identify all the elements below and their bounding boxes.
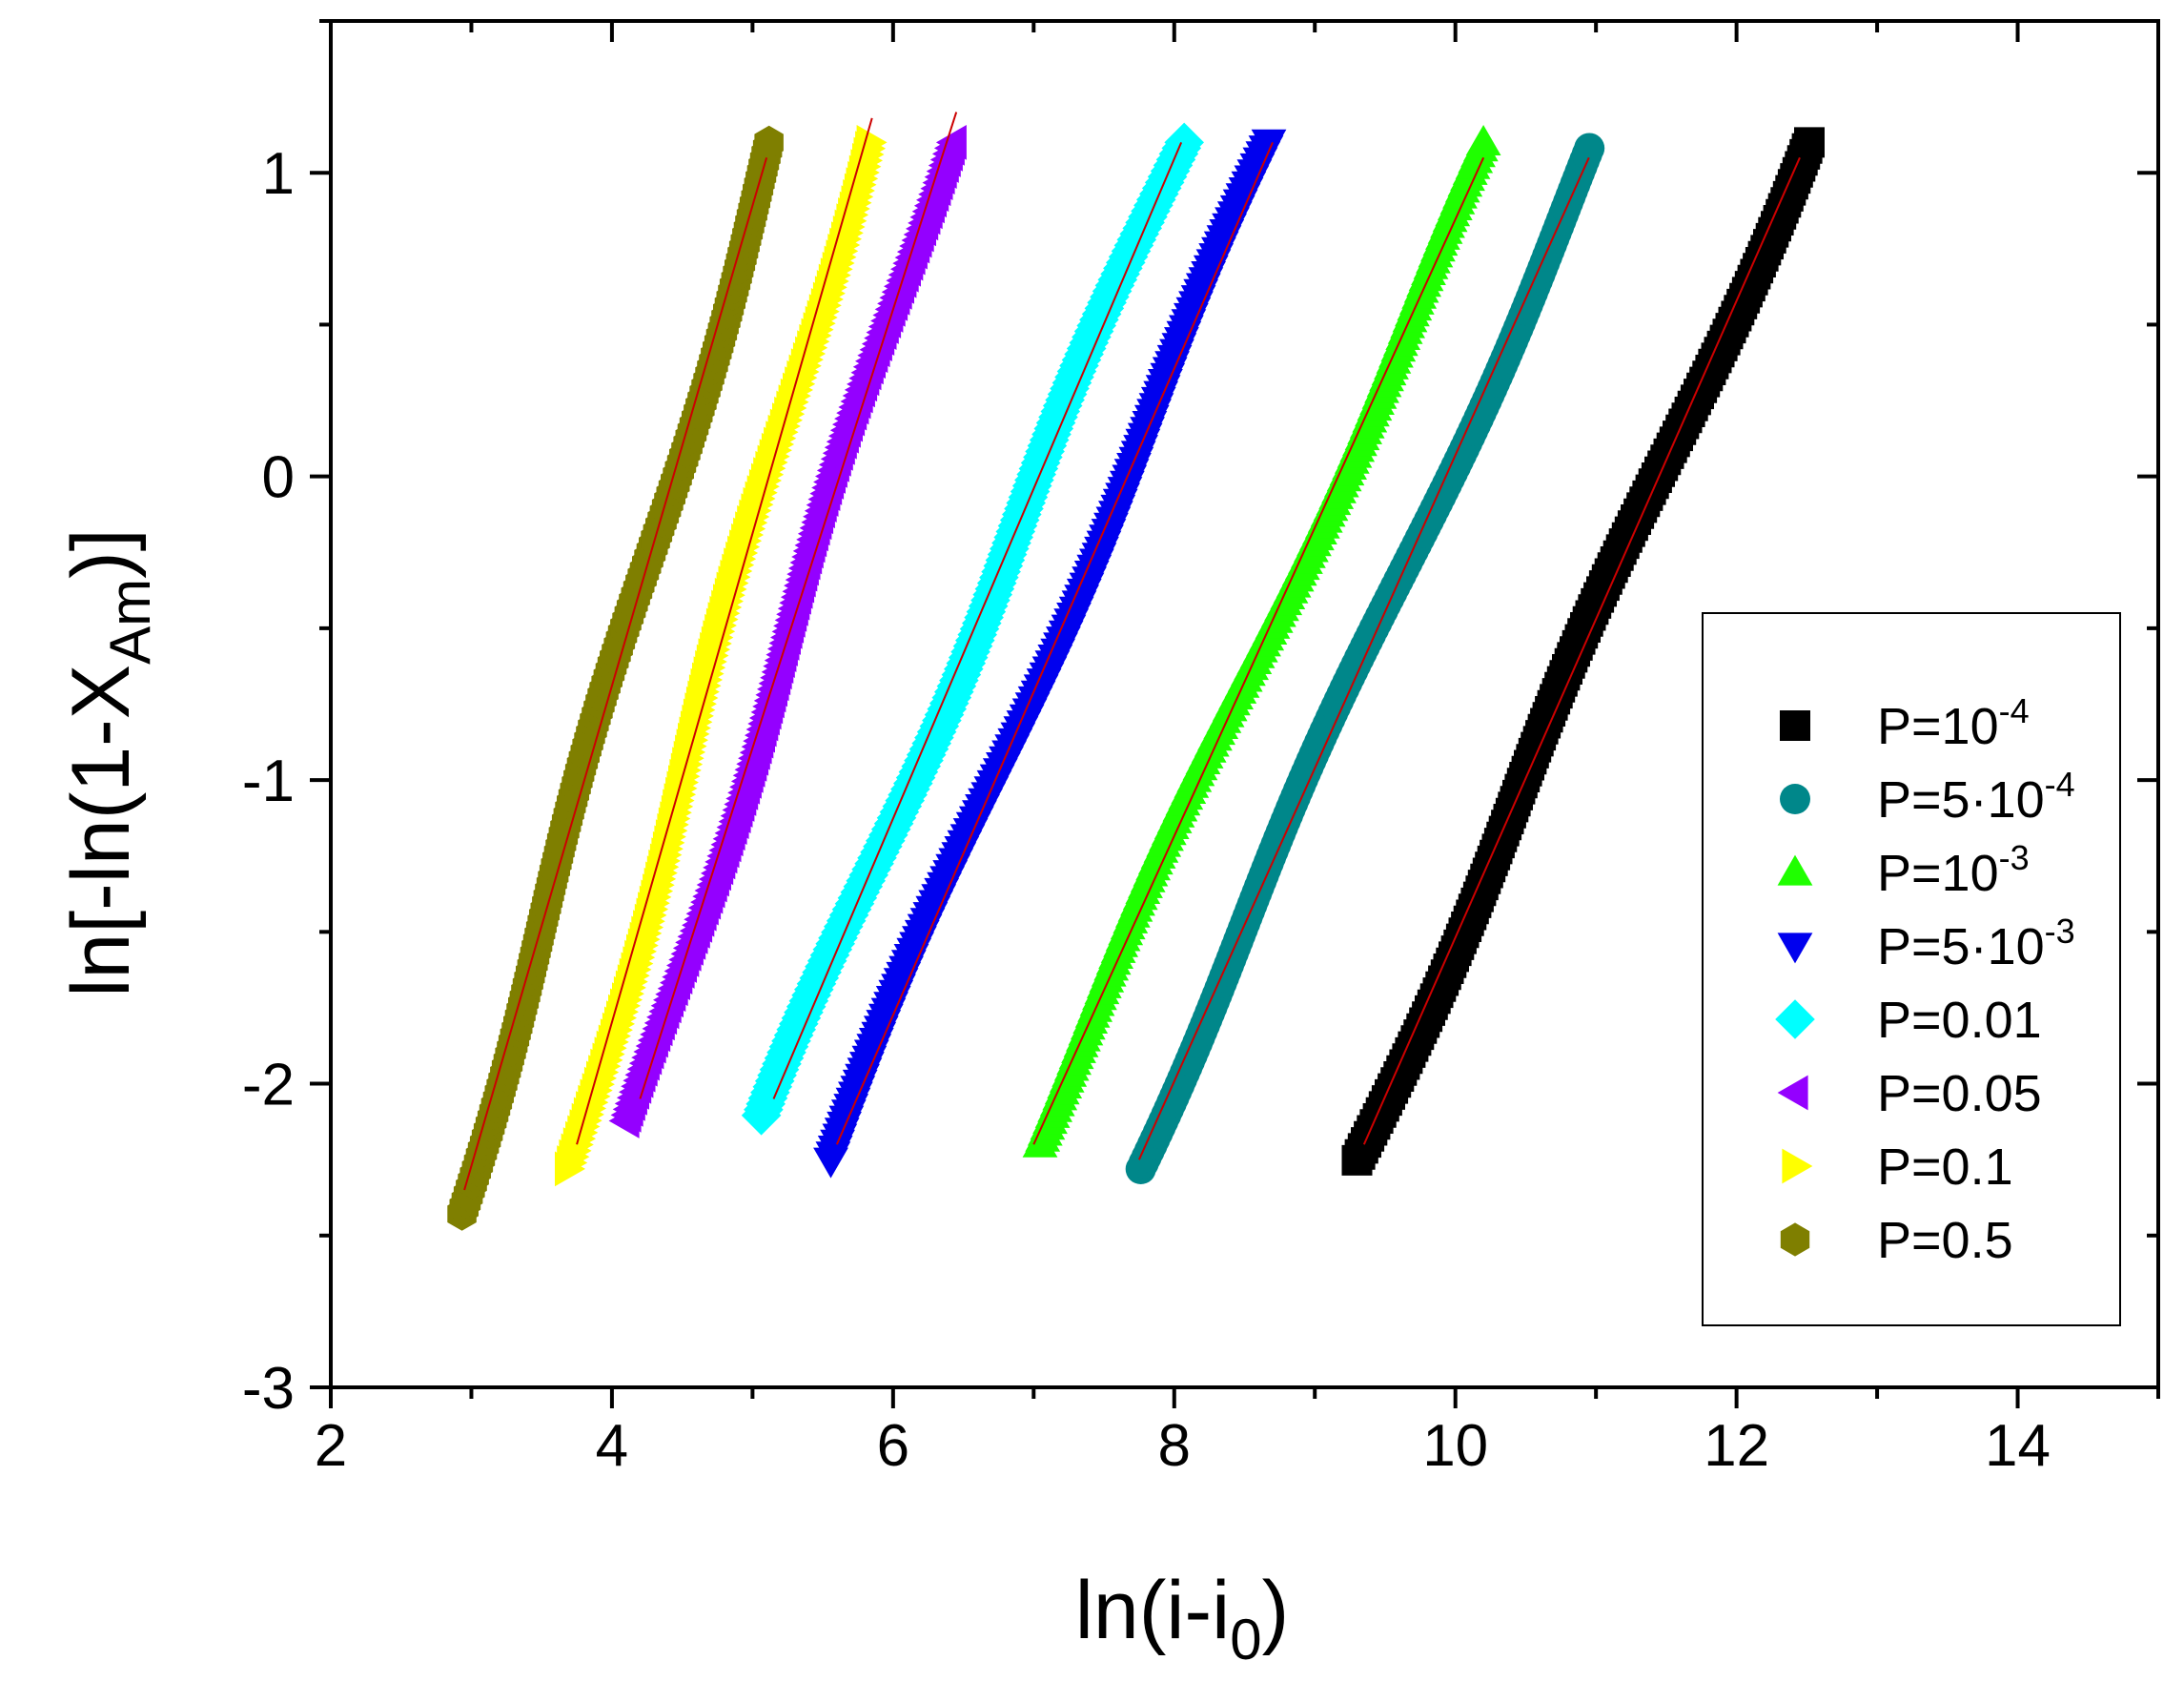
fit-line-0 xyxy=(1362,156,1801,1145)
series-6 xyxy=(555,125,888,1187)
data-point xyxy=(1164,122,1204,163)
series-layer xyxy=(447,122,1825,1231)
fit-line-4 xyxy=(772,141,1183,1099)
legend-marker xyxy=(1777,854,1813,886)
fit-line-5 xyxy=(639,112,958,1099)
legend: P=10-4 P=5·10-4 P=10-3 P=5·10-3 P=0.01 P=0.05… xyxy=(1702,612,2121,1326)
legend-item: P=5·10-3 xyxy=(1777,912,2075,975)
legend-label: P=10-3 xyxy=(1877,838,2030,902)
legend-marker xyxy=(1782,1148,1813,1184)
fit-lines xyxy=(463,112,1801,1191)
x-tick-label: 4 xyxy=(596,1413,628,1479)
legend-marker xyxy=(1780,1222,1810,1257)
legend-item: P=10-4 xyxy=(1780,691,2030,755)
fit-line-1 xyxy=(1137,156,1590,1160)
legend-label: P=0.5 xyxy=(1877,1212,2013,1269)
series-0 xyxy=(1341,127,1825,1176)
plot-border xyxy=(329,19,2160,1389)
fit-line-6 xyxy=(576,117,873,1145)
data-point xyxy=(1574,133,1605,164)
series-5 xyxy=(608,125,967,1138)
legend-box xyxy=(1702,612,2121,1326)
fit-line-2 xyxy=(1032,156,1485,1145)
legend-label: P=10-4 xyxy=(1877,691,2030,755)
x-tick-label: 12 xyxy=(1704,1413,1769,1479)
x-tick-label: 14 xyxy=(1985,1413,2051,1479)
legend-label: P=0.1 xyxy=(1877,1138,2013,1196)
legend-item: P=10-3 xyxy=(1777,838,2030,902)
legend-marker xyxy=(1777,1075,1808,1111)
data-point xyxy=(1251,129,1287,160)
fit-line-7 xyxy=(463,157,768,1191)
y-axis-ticks: -3 -2 -1 0 1 xyxy=(242,19,2158,1422)
plot-frame xyxy=(329,19,2160,1389)
data-point xyxy=(1794,127,1825,158)
legend-marker xyxy=(1780,710,1810,741)
x-tick-label: 2 xyxy=(315,1413,347,1479)
y-tick-label: -3 xyxy=(242,1356,295,1422)
legend-item: P=0.5 xyxy=(1780,1212,2013,1269)
data-point xyxy=(754,125,784,159)
legend-marker xyxy=(1775,999,1815,1039)
y-tick-label: -2 xyxy=(242,1053,295,1118)
data-point xyxy=(1465,125,1501,155)
series-4 xyxy=(741,122,1204,1136)
fit-line-3 xyxy=(835,141,1274,1145)
x-tick-label: 10 xyxy=(1422,1413,1488,1479)
legend-item: P=5·10-4 xyxy=(1780,765,2075,829)
y-tick-label: -1 xyxy=(242,748,295,814)
x-axis-title: ln(i-i0) xyxy=(1075,1565,1289,1671)
data-point xyxy=(935,125,967,160)
data-point xyxy=(856,125,888,160)
y-tick-label: 0 xyxy=(262,445,295,511)
legend-marker xyxy=(1777,933,1813,964)
legend-label: P=0.01 xyxy=(1877,992,2042,1049)
legend-item: P=0.01 xyxy=(1775,992,2042,1049)
legend-marker xyxy=(1780,784,1810,814)
legend-item: P=0.1 xyxy=(1782,1138,2013,1196)
series-2 xyxy=(1022,125,1501,1158)
legend-label: P=0.05 xyxy=(1877,1065,2042,1122)
x-tick-label: 6 xyxy=(877,1413,909,1479)
x-tick-label: 8 xyxy=(1158,1413,1191,1479)
legend-item: P=0.05 xyxy=(1777,1065,2042,1122)
legend-label: P=5·10-4 xyxy=(1877,765,2075,829)
x-axis-ticks: 2 4 6 8 10 12 14 xyxy=(315,21,2160,1479)
series-1 xyxy=(1125,133,1605,1185)
y-axis-title: ln[-ln(1-XAm)] xyxy=(55,528,162,996)
legend-label: P=5·10-3 xyxy=(1877,912,2075,975)
y-tick-label: 1 xyxy=(262,141,295,207)
